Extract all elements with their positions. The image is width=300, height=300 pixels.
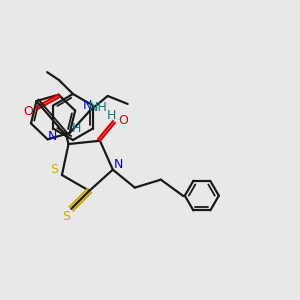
Text: H: H — [107, 110, 116, 122]
Text: NH: NH — [88, 101, 107, 114]
Text: N: N — [83, 99, 93, 112]
Text: O: O — [118, 114, 128, 127]
Text: S: S — [62, 210, 70, 223]
Text: S: S — [50, 164, 58, 176]
Text: N: N — [114, 158, 124, 171]
Text: H: H — [72, 122, 81, 135]
Text: O: O — [24, 105, 34, 118]
Text: N: N — [48, 130, 57, 143]
